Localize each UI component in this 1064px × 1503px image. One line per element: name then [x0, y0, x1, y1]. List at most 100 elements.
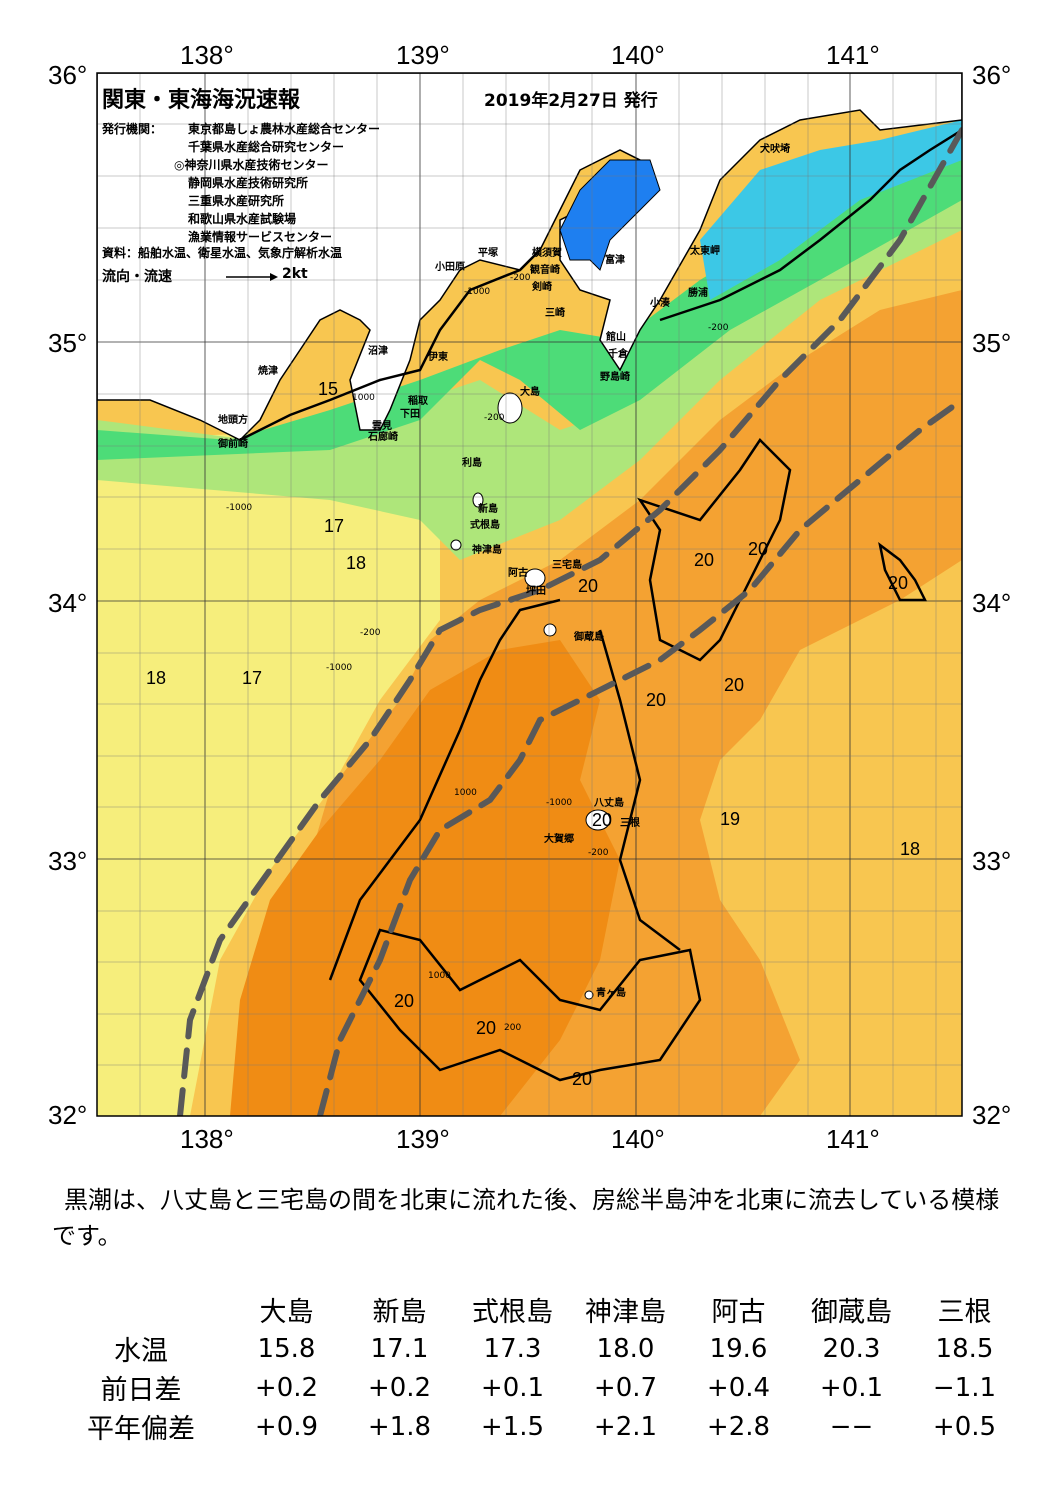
column-header: 大島: [259, 1297, 314, 1328]
place-name-label: 坪田: [526, 584, 546, 597]
place-name-label: 太東岬: [689, 244, 720, 257]
place-name-label: 三宅島: [552, 558, 582, 571]
miyakejima-island: [524, 568, 546, 588]
place-name-label: 新島: [478, 502, 498, 515]
lon-label-138-bottom: 138°: [180, 1124, 234, 1154]
place-name-label: 大賀郷: [544, 832, 574, 845]
place-name-label: 犬吠埼: [760, 142, 790, 155]
niijima-island: [472, 492, 484, 508]
row-label: 水温: [114, 1336, 168, 1367]
isotherm-value-label: 20: [646, 690, 666, 710]
depth-contour-label: -1000: [326, 663, 352, 673]
place-name-label: 沼津: [368, 344, 388, 357]
issue-date: 2019年2月27日 発行: [484, 91, 658, 111]
table-cell: +0.9: [254, 1411, 319, 1442]
place-name-label: 八丈島: [593, 796, 624, 809]
lon-label-138: 138°: [180, 40, 234, 70]
depth-contour-label: 1000: [352, 393, 375, 403]
table-cell: +0.4: [706, 1372, 771, 1403]
isotherm-value-label: 20: [476, 1018, 496, 1038]
issuer-list: 東京都島しょ農林水産総合センター 千葉県水産総合研究センター ◎神奈川県水産技術…: [174, 120, 380, 246]
isotherm-value-label: 17: [242, 668, 262, 688]
place-name-label: 下田: [400, 408, 420, 420]
mikurajima-island: [543, 623, 557, 637]
table-row: 平年偏差 +0.9 +1.8 +1.5 +2.1 +2.8 −− +0.5: [52, 1407, 1021, 1446]
depth-contour-label: -200: [708, 323, 729, 333]
place-name-label: 利島: [462, 456, 482, 469]
place-name-label: 焼津: [258, 364, 278, 377]
place-name-label: 観音崎: [530, 263, 560, 276]
depth-contour-label: -200: [510, 273, 531, 283]
place-name-label: 横須賀: [532, 246, 562, 259]
lat-label-33: 33°: [48, 846, 88, 876]
table-cell: 15.8: [257, 1333, 316, 1364]
place-name-label: 地頭方: [218, 413, 248, 426]
depth-contour-label: 200: [504, 1023, 521, 1033]
table-cell: +0.2: [254, 1372, 319, 1403]
lat-label-34-right: 34°: [972, 588, 1012, 618]
table-row: 前日差 +0.2 +0.2 +0.1 +0.7 +0.4 +0.1 −1.1: [52, 1368, 1021, 1407]
table-cell: +2.1: [593, 1411, 658, 1442]
isotherm-value-label: 20: [578, 576, 598, 596]
table-cell: 18.0: [596, 1333, 655, 1364]
depth-contour-label: -200: [484, 413, 505, 423]
yellow-band: [97, 430, 470, 1116]
lat-label-33-right: 33°: [972, 846, 1012, 876]
place-name-label: 稲取: [408, 394, 429, 407]
place-name-label: 剣崎: [531, 280, 552, 293]
legend-scale: 2kt: [282, 266, 308, 282]
lat-label-36: 36°: [48, 60, 88, 90]
row-label: 平年偏差: [87, 1414, 195, 1445]
issuer-label: 発行機関：: [102, 122, 163, 136]
aogashima-island: [584, 990, 594, 1000]
column-header: 御蔵島: [811, 1297, 892, 1328]
lat-label-32-right: 32°: [972, 1100, 1012, 1130]
lat-label-35: 35°: [48, 328, 88, 358]
row-label: 前日差: [100, 1375, 182, 1406]
table-cell: 17.1: [370, 1333, 429, 1364]
table-cell: +0.1: [819, 1372, 884, 1403]
table-cell: +0.2: [367, 1372, 432, 1403]
isotherm-value-label: 20: [394, 991, 414, 1011]
lat-lon-grid: [97, 73, 962, 1116]
kuroshio-axis: [177, 127, 962, 1116]
column-header: 阿古: [711, 1297, 766, 1328]
table-cell: +0.7: [593, 1372, 658, 1403]
lat-label-34: 34°: [48, 588, 88, 618]
issuer-item: 三重県水産研究所: [188, 194, 285, 208]
place-name-label: 雲見: [372, 420, 392, 432]
lon-label-140-bottom: 140°: [611, 1124, 665, 1154]
issuer-item: 静岡県水産技術研究所: [188, 176, 309, 190]
isotherm-value-label: 20: [572, 1069, 592, 1089]
column-header: 新島: [372, 1297, 427, 1328]
depth-contour-label: -200: [360, 628, 381, 638]
depth-contour-label: 1000: [428, 971, 451, 981]
column-header: 神津島: [585, 1297, 666, 1328]
table-cell: −−: [829, 1411, 874, 1442]
table-row: 水温 15.8 17.1 17.3 18.0 19.6 20.3 18.5: [52, 1329, 1021, 1368]
table-cell: +0.5: [932, 1411, 997, 1442]
isotherm-value-label: 20: [748, 539, 768, 559]
legend-label: 流向・流速: [102, 269, 172, 285]
oshima-island: [497, 392, 523, 424]
table-cell: −1.1: [932, 1372, 997, 1403]
map-header: 関東・東海海況速報 2019年2月27日 発行 発行機関： 東京都島しょ農林水産…: [102, 82, 742, 292]
cyan-band: [700, 120, 962, 300]
map-frame: [96, 72, 963, 1117]
lon-label-139: 139°: [396, 40, 450, 70]
isotherm-value-label: 20: [724, 675, 744, 695]
place-name-label: 千倉: [608, 347, 629, 360]
depth-contour-label: -200: [588, 848, 609, 858]
lat-label-32: 32°: [48, 1100, 88, 1130]
issuer-item: 和歌山県水産試験場: [188, 212, 297, 226]
isotherm-value-label: 17: [324, 516, 344, 536]
table-cell: 19.6: [709, 1333, 768, 1364]
place-name-label: 野島崎: [600, 370, 630, 383]
place-name-label: 小田原: [434, 260, 465, 273]
table-cell: +1.5: [480, 1411, 545, 1442]
table-cell: 20.3: [822, 1333, 881, 1364]
table-cell: +1.8: [367, 1411, 432, 1442]
column-header: 三根: [937, 1297, 992, 1328]
data-source: 資料：船舶水温、衛星水温、気象庁解析水温: [102, 246, 343, 260]
